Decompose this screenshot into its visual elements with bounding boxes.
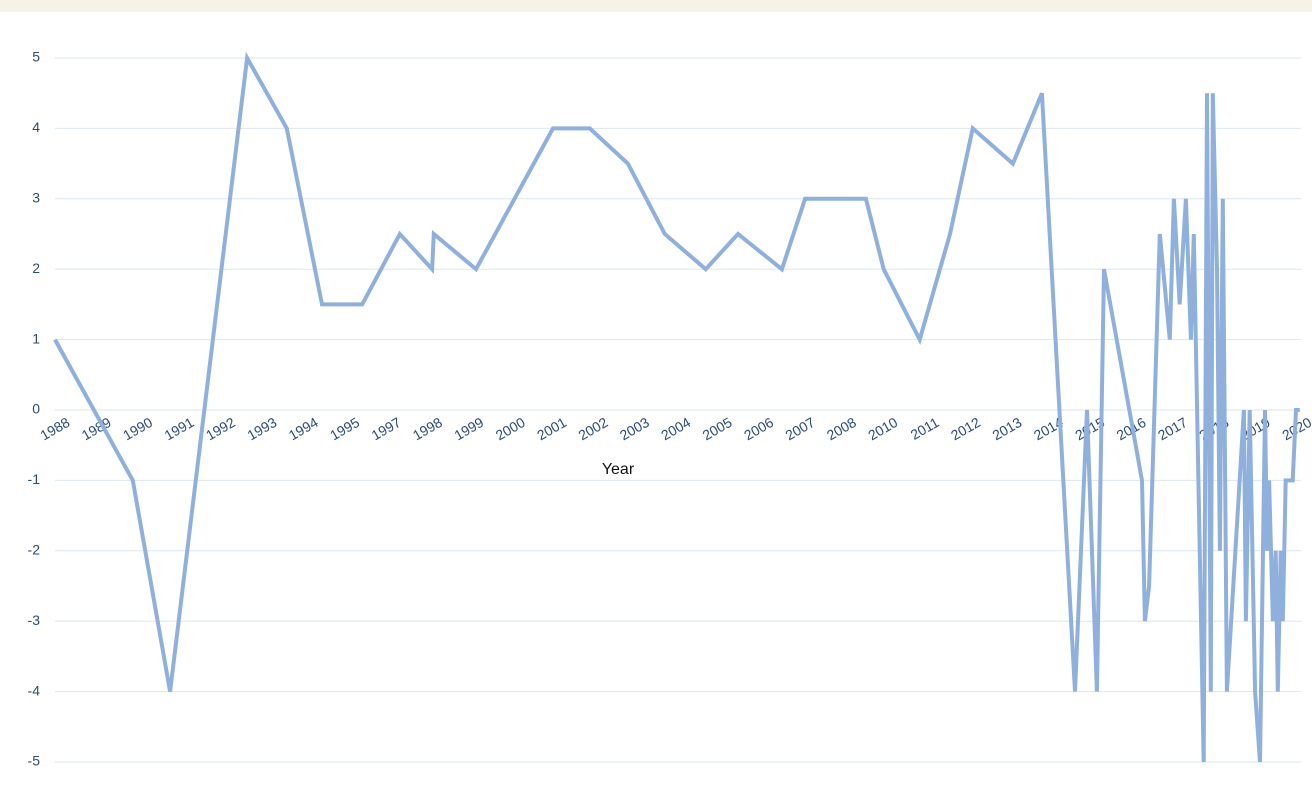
y-tick-label: 4 xyxy=(32,119,40,135)
y-tick-label: -3 xyxy=(28,612,41,628)
y-tick-label: -4 xyxy=(28,682,41,698)
y-tick-label: -2 xyxy=(28,542,41,558)
y-tick-label: 5 xyxy=(32,49,40,65)
y-tick-label: 0 xyxy=(32,401,40,417)
x-axis-title: Year xyxy=(602,461,635,478)
data-line xyxy=(53,51,1300,763)
y-tick-label: 1 xyxy=(32,330,40,346)
y-tick-label: 2 xyxy=(32,260,40,276)
y-tick-label: -1 xyxy=(28,471,41,487)
chart-background xyxy=(0,12,1312,800)
y-tick-label: 3 xyxy=(32,190,40,206)
y-tick-label: -5 xyxy=(28,753,41,769)
